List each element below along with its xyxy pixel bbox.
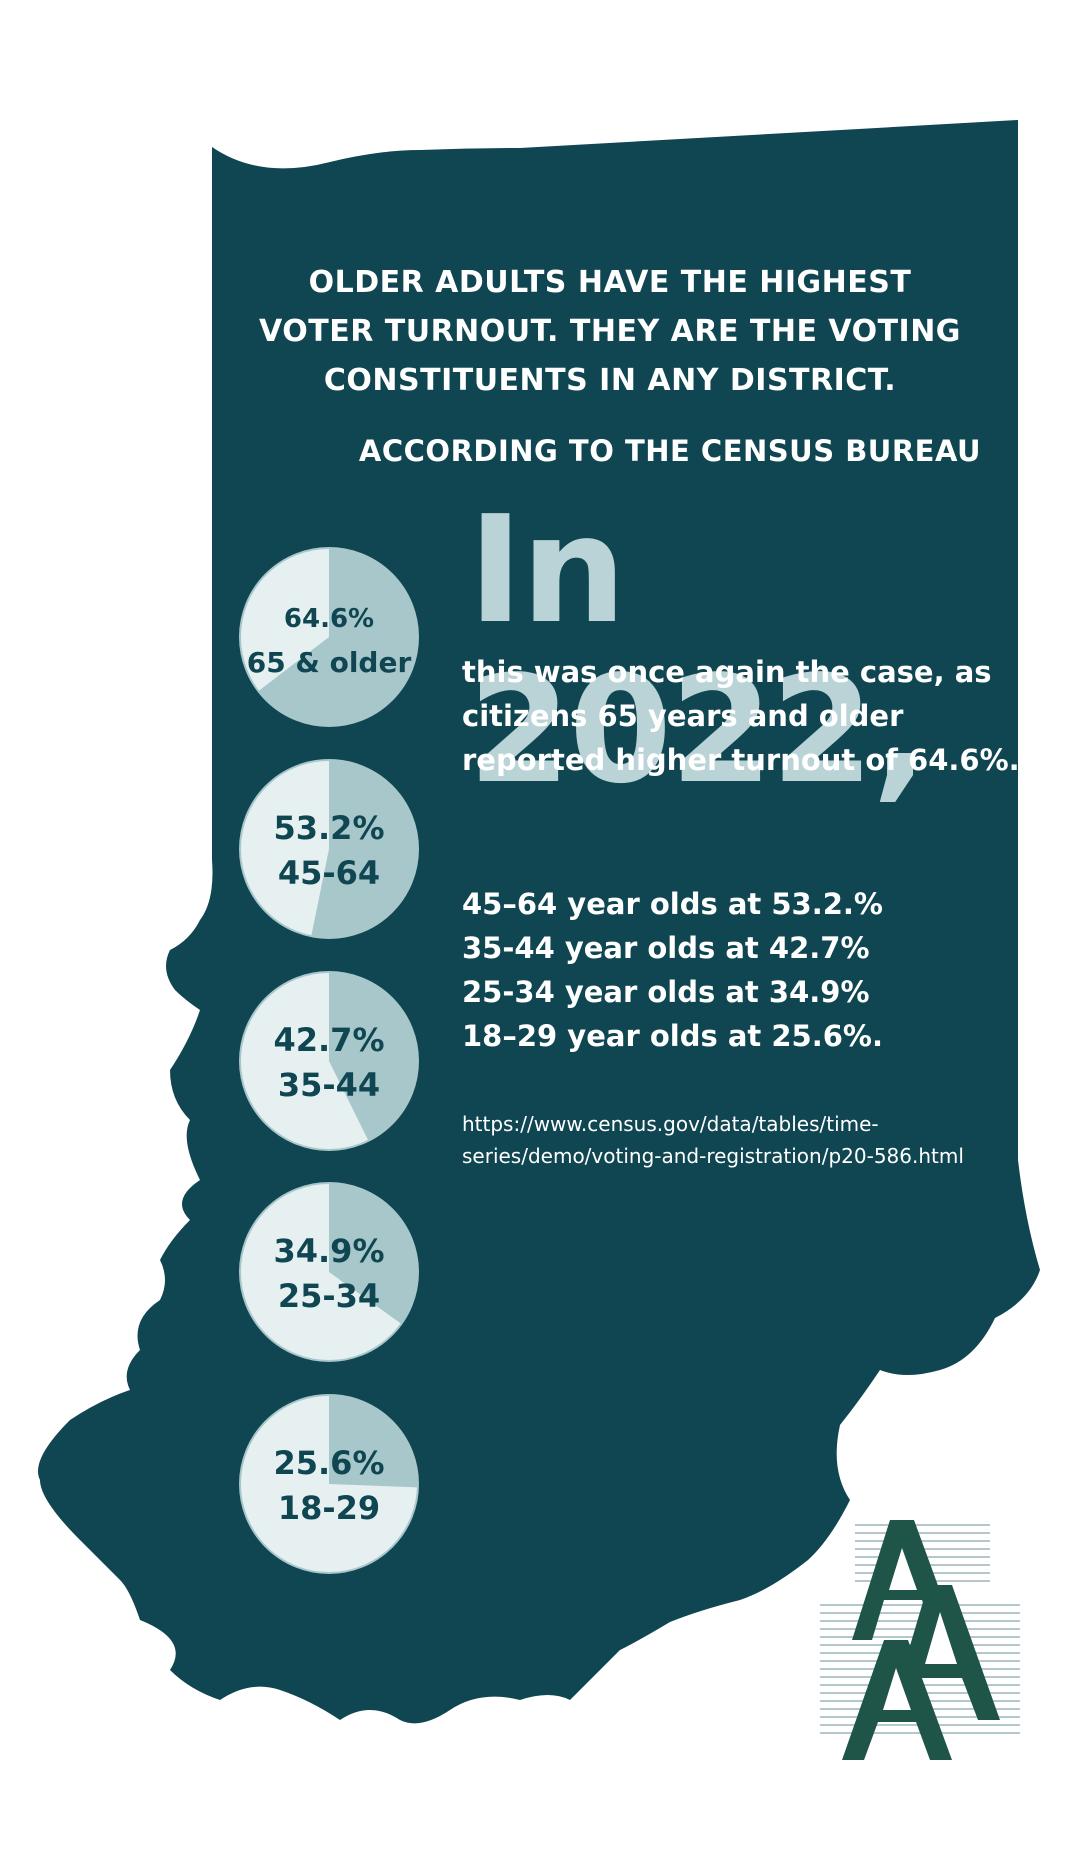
pie-value-label: 25.6% bbox=[273, 1444, 384, 1482]
headline-line-2: VOTER TURNOUT. THEY ARE THE VOTING bbox=[259, 314, 961, 349]
headline-line-1: OLDER ADULTS HAVE THE HIGHEST bbox=[308, 265, 912, 300]
pie-category-label: 65 & older bbox=[247, 646, 412, 679]
pie-chart-45-64: 53.2% 45-64 bbox=[239, 759, 419, 939]
pie-value-label: 64.6% bbox=[284, 604, 374, 634]
pie-value-label: 53.2% bbox=[273, 809, 384, 847]
census-source-url: https://www.census.gov/data/tables/time-… bbox=[462, 1112, 964, 1168]
pie-chart-18-29: 25.6% 18-29 bbox=[239, 1394, 419, 1574]
pie-slice-turnout bbox=[329, 972, 419, 1141]
pie-slice-turnout bbox=[329, 1395, 419, 1488]
pie-chart-25-34: 34.9% 25-34 bbox=[239, 1182, 419, 1362]
pie-category-label: 45-64 bbox=[278, 854, 380, 892]
turnout-pie-group: 64.6% 65 & older 53.2% 45-64 42.7% 35-44 34.9%… bbox=[239, 547, 419, 1574]
pie-value-label: 42.7% bbox=[273, 1021, 384, 1059]
stacked-a-logo-icon bbox=[820, 1520, 1020, 1760]
census-bureau-attribution: ACCORDING TO THE CENSUS BUREAU bbox=[358, 434, 982, 468]
pie-value-label: 34.9% bbox=[273, 1232, 384, 1270]
pie-category-label: 35-44 bbox=[278, 1066, 380, 1104]
pie-slice-turnout bbox=[258, 548, 418, 727]
pie-category-label: 18-29 bbox=[278, 1489, 380, 1527]
stat-line-45-64: 45–64 year olds at 53.2.% bbox=[462, 887, 883, 921]
year-heading: In 2022, bbox=[468, 484, 928, 816]
stat-line-25-34: 25-34 year olds at 34.9% bbox=[462, 975, 870, 1009]
pie-chart-65-older: 64.6% 65 & older bbox=[239, 547, 419, 727]
pie-slice-turnout bbox=[311, 760, 418, 938]
pie-category-label: 25-34 bbox=[278, 1277, 380, 1315]
stat-line-18-29: 18–29 year olds at 25.6%. bbox=[462, 1019, 883, 1053]
headline-line-3: CONSTITUENTS IN ANY DISTRICT. bbox=[323, 363, 897, 398]
pie-slice-turnout bbox=[329, 1183, 419, 1324]
pie-chart-35-44: 42.7% 35-44 bbox=[239, 971, 419, 1151]
lead-paragraph: this was once again the case, as citizen… bbox=[462, 655, 1020, 777]
stat-line-35-44: 35-44 year olds at 42.7% bbox=[462, 931, 870, 965]
